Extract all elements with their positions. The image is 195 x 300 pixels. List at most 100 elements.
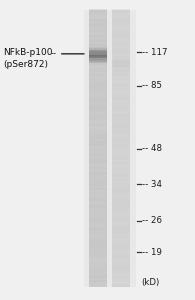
Bar (89, 16, 107, 19)
Bar (89, 222, 107, 225)
Bar (112, 32, 130, 35)
Bar (112, 130, 130, 132)
Bar (112, 97, 130, 100)
Bar (89, 118, 107, 121)
Bar (89, 183, 107, 185)
Bar (89, 160, 107, 162)
Bar (89, 39, 107, 42)
Bar (89, 55, 107, 56)
Bar (89, 176, 107, 178)
Bar (112, 39, 130, 42)
Bar (89, 134, 107, 137)
Bar (112, 234, 130, 236)
Bar (89, 79, 107, 81)
Bar (89, 106, 107, 109)
Bar (89, 250, 107, 253)
Bar (112, 12, 130, 14)
Bar (112, 158, 130, 160)
Bar (112, 245, 130, 248)
Bar (89, 243, 107, 246)
Bar (89, 30, 107, 33)
Bar (112, 21, 130, 23)
Bar (112, 185, 130, 188)
Bar (89, 130, 107, 132)
Text: --: -- (51, 49, 57, 58)
Bar (89, 238, 107, 241)
Bar (89, 285, 107, 287)
Bar (89, 58, 107, 61)
Bar (89, 171, 107, 174)
Bar (89, 58, 107, 60)
Bar (89, 169, 107, 172)
Bar (112, 151, 130, 153)
Bar (112, 160, 130, 162)
Bar (112, 113, 130, 116)
Bar (112, 74, 130, 77)
Bar (89, 52, 107, 53)
Bar (112, 229, 130, 232)
Bar (89, 255, 107, 257)
Bar (112, 167, 130, 169)
Bar (89, 144, 107, 146)
Bar (112, 262, 130, 264)
Bar (89, 280, 107, 283)
Bar (89, 181, 107, 183)
Bar (89, 100, 107, 102)
Text: -- 19: -- 19 (142, 248, 162, 257)
Bar (112, 218, 130, 220)
Bar (112, 190, 130, 193)
Bar (89, 57, 107, 58)
Bar (89, 206, 107, 209)
Bar (89, 95, 107, 98)
Bar (89, 21, 107, 23)
Bar (112, 120, 130, 123)
Bar (112, 169, 130, 172)
Bar (112, 201, 130, 204)
Bar (112, 236, 130, 239)
Bar (89, 72, 107, 74)
Bar (89, 61, 107, 62)
Bar (89, 218, 107, 220)
Bar (89, 264, 107, 266)
Bar (89, 74, 107, 77)
Bar (89, 102, 107, 104)
Bar (89, 116, 107, 118)
Bar (89, 50, 107, 51)
Bar (112, 81, 130, 84)
Bar (89, 44, 107, 47)
Bar (112, 208, 130, 211)
Bar (112, 285, 130, 287)
Text: (kD): (kD) (141, 278, 159, 287)
Bar (112, 125, 130, 128)
Bar (112, 19, 130, 21)
Bar (89, 185, 107, 188)
Text: (pSer872): (pSer872) (4, 60, 49, 69)
Bar (112, 90, 130, 93)
Bar (89, 59, 107, 61)
Bar (112, 255, 130, 257)
Bar (112, 155, 130, 158)
Bar (89, 271, 107, 274)
Bar (89, 37, 107, 40)
Bar (89, 67, 107, 70)
Text: -- 26: -- 26 (142, 216, 162, 225)
Bar (89, 128, 107, 130)
Bar (112, 225, 130, 227)
Bar (112, 238, 130, 241)
Bar (89, 32, 107, 35)
Bar (112, 273, 130, 276)
Bar (89, 162, 107, 165)
Bar (89, 136, 107, 139)
Bar (112, 148, 130, 151)
Bar (112, 232, 130, 234)
Bar (112, 93, 130, 95)
Bar (112, 28, 130, 31)
Bar (112, 51, 130, 54)
Bar (89, 83, 107, 86)
Bar (89, 155, 107, 158)
Bar (112, 58, 130, 61)
Bar (89, 111, 107, 114)
Bar (112, 153, 130, 155)
Bar (89, 81, 107, 84)
Bar (112, 104, 130, 107)
